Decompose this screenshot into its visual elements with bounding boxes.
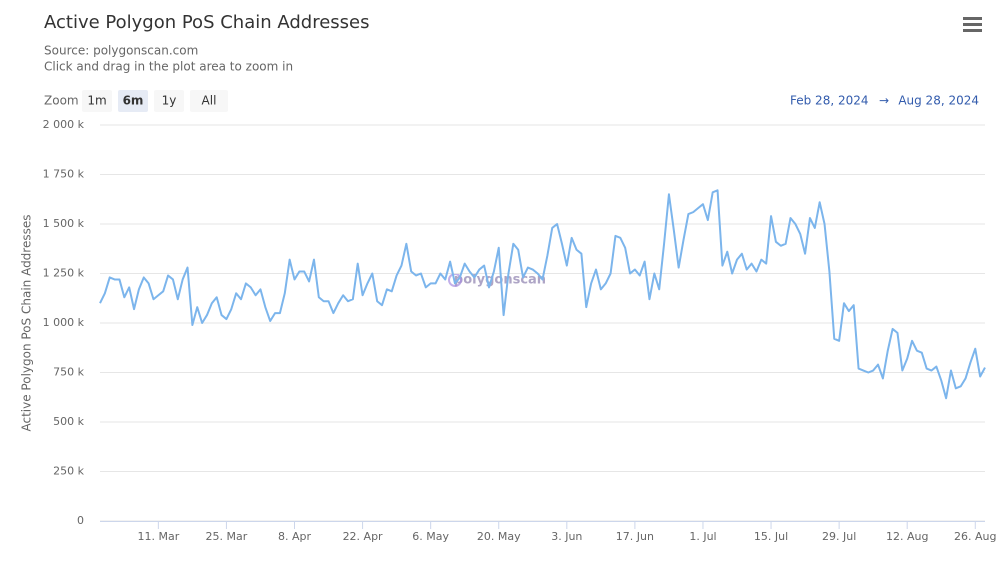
zoom-button-bg: [118, 90, 148, 112]
zoom-button-label: All: [202, 94, 217, 108]
subtitle: Click and drag in the plot area to zoom …: [44, 60, 293, 74]
y-tick-label: 750 k: [53, 366, 84, 379]
source: Source: polygonscan.com: [44, 44, 198, 58]
x-tick-label: 25. Mar: [206, 530, 248, 543]
x-tick-label: 15. Jul: [754, 530, 788, 543]
x-tick-label: 1. Jul: [689, 530, 716, 543]
x-tick-label: 8. Apr: [278, 530, 311, 543]
zoom-button[interactable]: 1m: [82, 90, 112, 112]
y-tick-label: 1 750 k: [43, 168, 85, 181]
x-tick-label: 20. May: [477, 530, 521, 543]
menu-bar: [963, 29, 982, 32]
x-tick-label: 11. Mar: [137, 530, 179, 543]
zoom-button-label: 1m: [87, 94, 106, 108]
y-tick-label: 1 000 k: [43, 316, 85, 329]
range-separator: →: [879, 94, 889, 108]
zoom-button-bg: [82, 90, 112, 112]
zoom-button[interactable]: 6m: [118, 90, 148, 112]
zoom-button[interactable]: 1y: [154, 90, 184, 112]
y-tick-label: 2 000 k: [43, 118, 85, 131]
range-end[interactable]: Aug 28, 2024: [898, 94, 979, 108]
zoom-button-bg: [190, 90, 228, 112]
zoom-button-label: 6m: [123, 94, 144, 108]
menu-icon[interactable]: [963, 17, 982, 32]
y-axis-title: Active Polygon PoS Chain Addresses: [20, 215, 34, 432]
x-tick-label: 6. May: [412, 530, 449, 543]
x-tick-label: 29. Jul: [822, 530, 856, 543]
y-tick-label: 500 k: [53, 415, 84, 428]
zoom-button-label: 1y: [162, 94, 177, 108]
x-tick-label: 22. Apr: [343, 530, 383, 543]
x-tick-label: 3. Jun: [551, 530, 582, 543]
y-tick-label: 0: [77, 514, 84, 527]
menu-bar: [963, 17, 982, 20]
y-tick-label: 1 250 k: [43, 267, 85, 280]
y-tick-label: 250 k: [53, 465, 84, 478]
y-tick-label: 1 500 k: [43, 217, 85, 230]
zoom-label: Zoom: [44, 94, 79, 108]
data-line: [99, 189, 986, 400]
range-start[interactable]: Feb 28, 2024: [790, 94, 869, 108]
zoom-button-bg: [154, 90, 184, 112]
x-tick-label: 26. Aug: [954, 530, 996, 543]
zoom-button[interactable]: All: [190, 90, 228, 112]
chart-title: Active Polygon PoS Chain Addresses: [44, 12, 370, 33]
x-tick-label: 12. Aug: [886, 530, 928, 543]
x-tick-label: 17. Jun: [616, 530, 654, 543]
menu-bar: [963, 23, 982, 26]
